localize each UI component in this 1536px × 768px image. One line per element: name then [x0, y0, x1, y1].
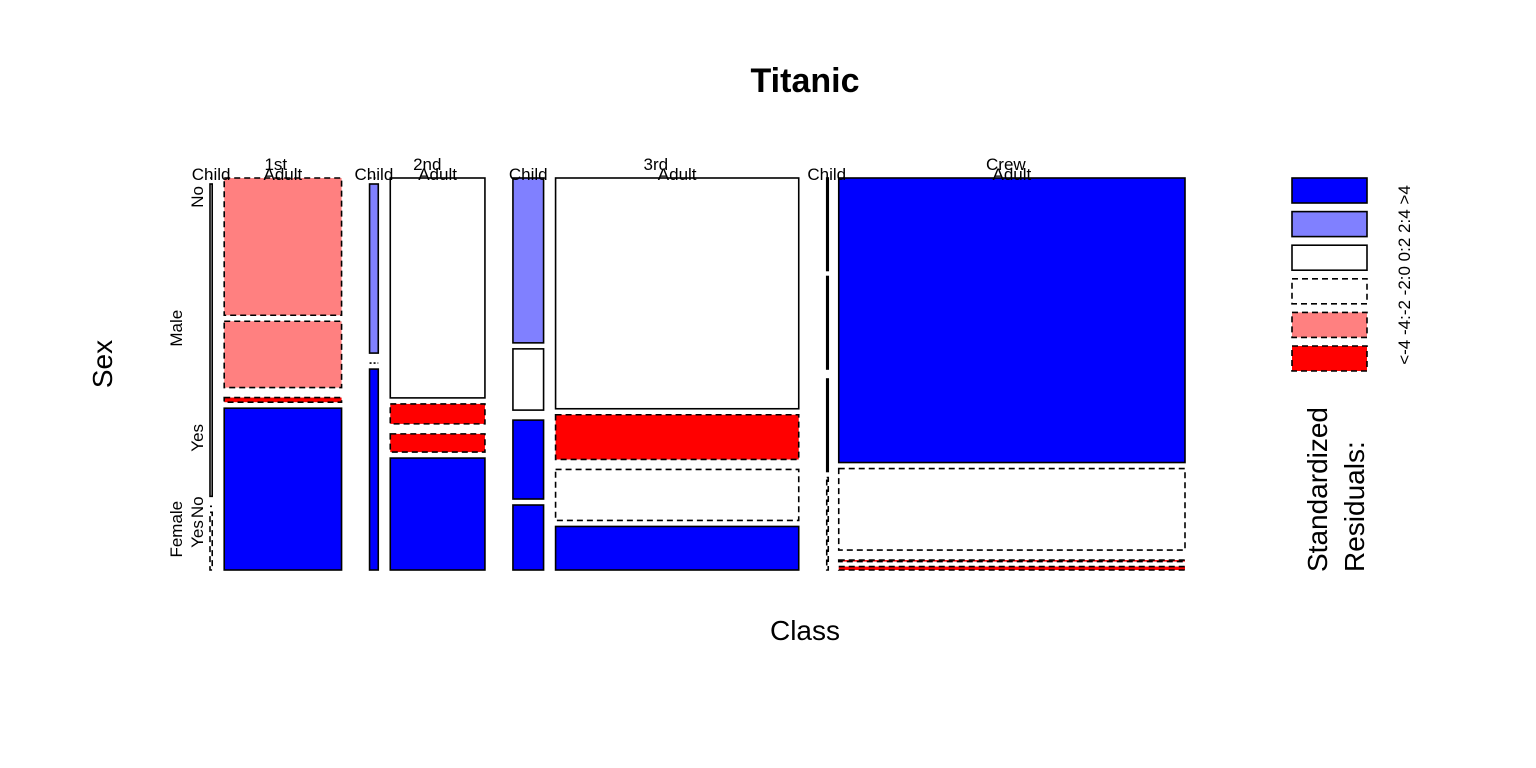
tile-2nd-adult-female-yes — [389, 457, 486, 571]
legend-swatch-4-2 — [1291, 311, 1368, 339]
tile-1st-adult-female-no — [223, 396, 343, 403]
legend-swatch-2-4 — [1291, 210, 1368, 238]
legend-swatch-0-2 — [1291, 244, 1368, 271]
legend-breaks-label: <-4 -4:-2 -2:0 0:2 2:4 >4 — [1395, 185, 1414, 365]
age-label-1st-child: Child — [192, 165, 231, 184]
tile-3rd-adult-female-yes — [554, 525, 800, 571]
sex-label-female: Female — [167, 501, 186, 558]
tile-1st-child-female-yes — [209, 511, 214, 571]
tile-crew-adult-male-no — [837, 177, 1186, 464]
tile-2nd-child-female-yes — [368, 368, 380, 571]
legend-swatch-4 — [1291, 345, 1368, 372]
tile-3rd-adult-male-yes — [554, 413, 800, 461]
x-axis-label: Class — [770, 615, 840, 646]
age-label-3rd-adult: Adult — [658, 165, 697, 184]
class-label-crew: Crew — [986, 155, 1026, 174]
tile-3rd-child-male-no — [512, 177, 545, 344]
age-label-3rd-child: Child — [509, 165, 548, 184]
tile-3rd-child-female-yes — [512, 504, 545, 571]
survived-label-male-yes: Yes — [188, 424, 207, 452]
sex-label-male: Male — [167, 310, 186, 347]
legend: <-4 -4:-2 -2:0 0:2 2:4 >4 Standardized Res… — [1291, 177, 1414, 572]
class-label-3rd: 3rd — [644, 155, 669, 174]
tile-crew-child-female-no — [825, 378, 830, 473]
tile-2nd-adult-male-no — [389, 177, 486, 399]
tile-3rd-child-male-yes — [512, 348, 545, 411]
class-label-1st: 1st — [264, 155, 287, 174]
survived-label-female-yes: Yes — [188, 520, 207, 548]
tile-1st-adult-male-no — [223, 177, 343, 317]
legend-swatch-2-0 — [1291, 277, 1368, 305]
tile-2nd-adult-female-no — [389, 433, 486, 453]
legend-swatch-4 — [1291, 177, 1368, 204]
mosaic-tiles — [209, 177, 1186, 571]
class-label-2nd: 2nd — [413, 155, 441, 174]
age-label-crew-adult: Adult — [992, 165, 1031, 184]
age-label-1st-adult: Adult — [264, 165, 303, 184]
age-label-2nd-child: Child — [355, 165, 394, 184]
tile-2nd-adult-male-yes — [389, 403, 486, 425]
tile-1st-adult-female-yes — [223, 407, 343, 571]
tile-crew-adult-female-no — [837, 559, 1186, 563]
tile-crew-adult-male-yes — [837, 467, 1186, 551]
legend-title-line-2: Residuals: — [1339, 441, 1370, 572]
tile-3rd-adult-female-no — [554, 468, 800, 522]
tile-3rd-adult-male-no — [554, 177, 800, 410]
tile-crew-child-female-yes — [825, 476, 830, 571]
tile-crew-adult-female-yes — [837, 565, 1186, 571]
tile-1st-adult-male-yes — [223, 320, 343, 389]
tile-3rd-child-female-no — [512, 419, 545, 500]
tile-crew-child-male-yes — [825, 275, 830, 370]
age-label-2nd-adult: Adult — [418, 165, 457, 184]
tile-1st-child-male-yes — [209, 183, 214, 498]
tile-2nd-child-male-yes — [368, 183, 380, 354]
legend-title-line-1: Standardized — [1302, 407, 1333, 572]
tile-crew-child-male-no — [825, 177, 830, 272]
chart-title: Titanic — [751, 62, 860, 100]
y-axis-label: Sex — [87, 340, 118, 388]
age-label-crew-child: Child — [807, 165, 846, 184]
survived-label-male-no: No — [188, 186, 207, 208]
survived-label-female-no: No — [188, 496, 207, 518]
